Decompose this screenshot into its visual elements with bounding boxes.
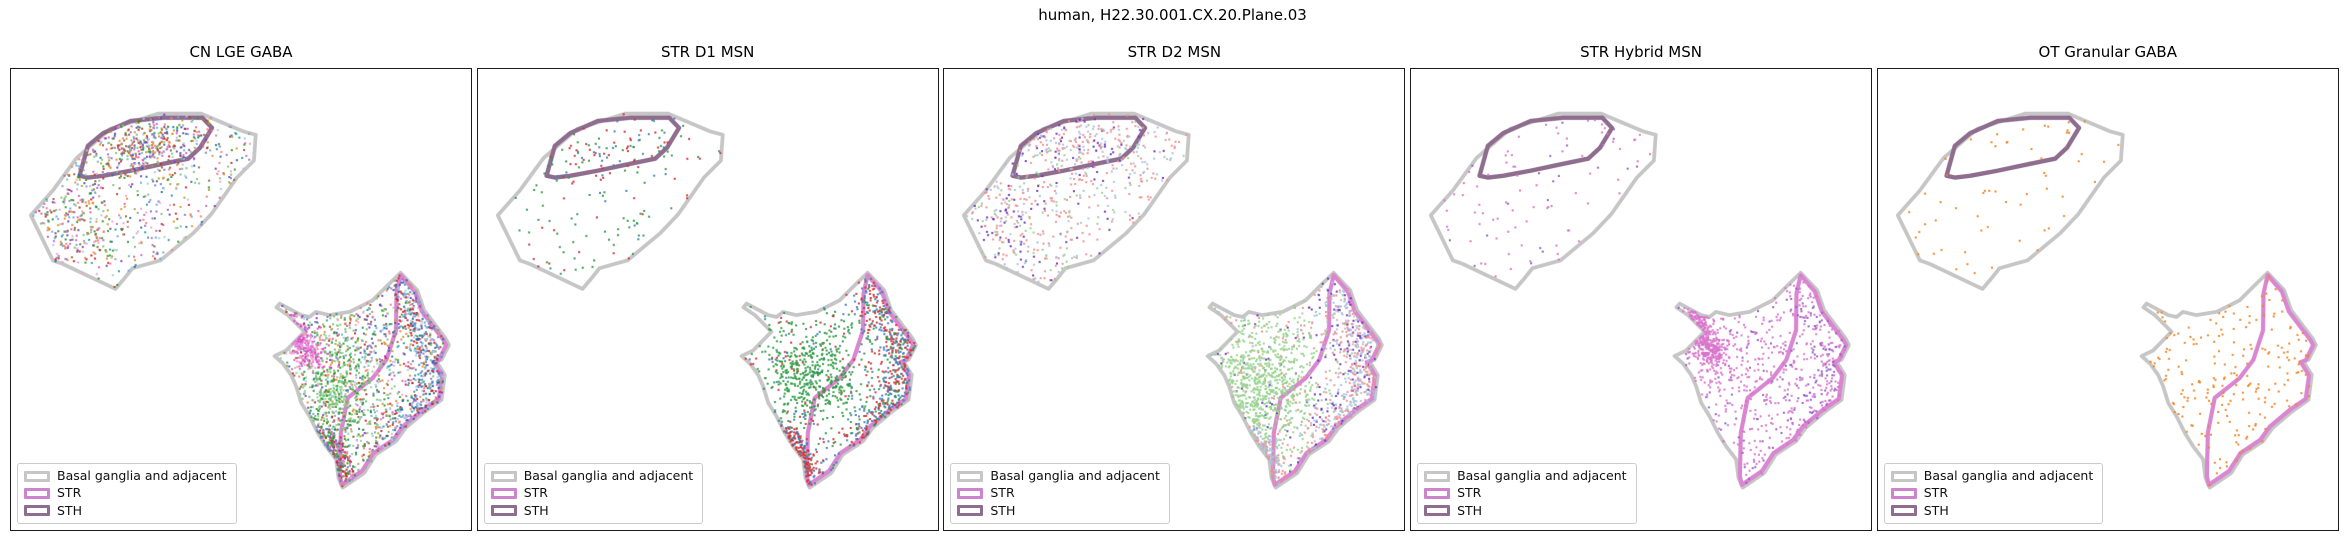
legend-label: STR [57, 485, 82, 501]
legend-label: STH [57, 502, 82, 518]
legend-swatch [490, 470, 517, 482]
legend-label: STR [990, 485, 1015, 501]
cell-scatter-canvas [1877, 69, 2338, 530]
legend-label: Basal ganglia and adjacent [523, 467, 694, 483]
legend-item-basal-ganglia-and-adjacent: Basal ganglia and adjacent [24, 467, 227, 483]
panel-axes: Basal ganglia and adjacent STR STH [1410, 68, 1873, 531]
legend-label: Basal ganglia and adjacent [1923, 467, 2094, 483]
legend-label: STR [523, 485, 548, 501]
legend-swatch [24, 505, 50, 517]
legend: Basal ganglia and adjacent STR STH [17, 462, 237, 524]
panel-cn-lge-gaba: CN LGE GABA Basal ganglia and adjacent ST… [10, 43, 472, 531]
legend-item-str: STR [490, 485, 694, 501]
legend-swatch [1424, 470, 1451, 482]
legend-swatch [1424, 487, 1451, 499]
legend-item-sth: STH [957, 502, 1160, 518]
legend-item-sth: STH [1890, 502, 2094, 518]
legend-swatch [490, 487, 517, 499]
legend-item-basal-ganglia-and-adjacent: Basal ganglia and adjacent [1424, 467, 1627, 483]
legend-label: STH [1923, 502, 1949, 518]
legend: Basal ganglia and adjacent STR STH [1417, 462, 1637, 524]
legend-swatch [24, 487, 50, 499]
legend-item-str: STR [957, 485, 1160, 501]
panel-title: STR Hybrid MSN [1580, 43, 1702, 61]
cell-scatter-canvas [944, 69, 1405, 530]
legend-label: STH [990, 502, 1016, 518]
cell-scatter-canvas [11, 69, 471, 530]
legend-item-sth: STH [1424, 502, 1627, 518]
legend: Basal ganglia and adjacent STR STH [950, 462, 1170, 524]
legend-swatch [1424, 505, 1451, 517]
legend-swatch [490, 505, 517, 517]
legend: Basal ganglia and adjacent STR STH [1883, 462, 2104, 524]
legend-label: Basal ganglia and adjacent [1457, 467, 1627, 483]
cell-scatter-canvas [1411, 69, 1872, 530]
legend-swatch [957, 505, 984, 517]
panel-axes: Basal ganglia and adjacent STR STH [943, 68, 1406, 531]
panel-row: CN LGE GABA Basal ganglia and adjacent ST… [10, 43, 2339, 531]
panel-str-hybrid-msn: STR Hybrid MSN Basal ganglia and adjacen… [1410, 43, 1873, 531]
legend-label: Basal ganglia and adjacent [57, 467, 227, 483]
panel-axes: Basal ganglia and adjacent STR STH [10, 68, 472, 531]
legend: Basal ganglia and adjacent STR STH [483, 462, 704, 524]
panel-axes: Basal ganglia and adjacent STR STH [1876, 68, 2339, 531]
legend-item-sth: STH [24, 502, 227, 518]
legend-item-basal-ganglia-and-adjacent: Basal ganglia and adjacent [1890, 467, 2094, 483]
panel-title: OT Granular GABA [2038, 43, 2177, 61]
legend-label: STH [1457, 502, 1483, 518]
panel-str-d2-msn: STR D2 MSN Basal ganglia and adjacent STR… [943, 43, 1406, 531]
legend-item-str: STR [1424, 485, 1627, 501]
legend-label: Basal ganglia and adjacent [990, 467, 1160, 483]
panel-title: STR D2 MSN [1127, 43, 1222, 61]
legend-swatch [1890, 505, 1917, 517]
legend-item-basal-ganglia-and-adjacent: Basal ganglia and adjacent [490, 467, 694, 483]
legend-item-basal-ganglia-and-adjacent: Basal ganglia and adjacent [957, 467, 1160, 483]
legend-label: STR [1457, 485, 1482, 501]
panel-str-d1-msn: STR D1 MSN Basal ganglia and adjacent STR… [476, 43, 939, 531]
legend-item-sth: STH [490, 502, 694, 518]
panel-axes: Basal ganglia and adjacent STR STH [476, 68, 939, 531]
legend-label: STR [1923, 485, 1949, 501]
legend-item-str: STR [1890, 485, 2094, 501]
cell-scatter-canvas [477, 69, 938, 530]
panel-ot-granular-gaba: OT Granular GABA Basal ganglia and adjac… [1876, 43, 2339, 531]
legend-swatch [1890, 470, 1917, 482]
legend-label: STH [523, 502, 549, 518]
legend-swatch [957, 470, 984, 482]
legend-swatch [1890, 487, 1917, 499]
legend-item-str: STR [24, 485, 227, 501]
panel-title: CN LGE GABA [189, 43, 293, 61]
panel-title: STR D1 MSN [660, 43, 755, 61]
figure-title: human, H22.30.001.CX.20.Plane.03 [1038, 6, 1307, 24]
legend-swatch [24, 470, 50, 482]
legend-swatch [957, 487, 984, 499]
